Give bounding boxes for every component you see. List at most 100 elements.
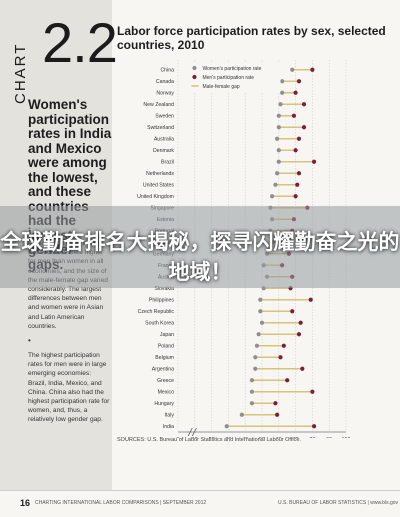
men-point — [298, 320, 303, 325]
footer-source-link[interactable]: U.S. BUREAU OF LABOR STATISTICS | www.bl… — [278, 500, 399, 506]
axis-break-mark — [191, 427, 197, 437]
chart-number: 2.2 — [42, 11, 118, 74]
country-label: United States — [143, 183, 175, 189]
page-footer: 16 CHARTING INTERNATIONAL LABOR COMPARIS… — [0, 490, 400, 517]
country-label: Mexico — [158, 390, 175, 396]
country-label: Philippines — [149, 298, 174, 304]
country-label: Poland — [158, 344, 174, 350]
women-point — [256, 332, 261, 337]
men-point — [301, 102, 307, 107]
country-label: Denmark — [153, 148, 174, 154]
country-label: South Korea — [145, 321, 174, 327]
men-point — [308, 297, 313, 302]
women-point — [280, 79, 285, 84]
legend-label: Men's participation rate — [202, 75, 254, 81]
women-point — [273, 182, 278, 187]
women-point — [224, 424, 229, 429]
x-tick-label: 20 — [209, 437, 215, 438]
women-point — [280, 90, 285, 95]
men-point — [295, 182, 300, 187]
chart-label: CHART — [12, 42, 29, 104]
women-point — [276, 125, 281, 130]
women-point — [253, 366, 258, 371]
country-label: Australia — [154, 137, 174, 143]
men-point — [310, 67, 315, 72]
men-point — [285, 378, 290, 383]
women-point — [276, 159, 281, 164]
women-point — [269, 194, 275, 199]
country-label: New Zealand — [143, 102, 174, 108]
country-label: Netherlands — [146, 171, 174, 177]
men-point — [293, 148, 298, 153]
women-point — [276, 148, 281, 153]
women-point — [249, 389, 255, 394]
men-point — [300, 366, 305, 371]
country-label: Switzerland — [147, 125, 174, 131]
x-tick-label: 40 — [242, 437, 248, 438]
axis-break-mark — [187, 427, 193, 437]
country-label: China — [160, 68, 174, 74]
men-point — [275, 412, 280, 417]
banner-title: 全球勤奋排名大揭秘，探寻闪耀勤奋之光的地域！ — [0, 231, 400, 284]
sources-note: SOURCES: U.S. Bureau of Labor Statistics… — [117, 437, 301, 443]
x-tick-label: 80 — [310, 437, 316, 438]
country-label: Czech Republic — [138, 309, 175, 315]
page-number: 16 — [20, 498, 31, 508]
legend-marker — [192, 74, 197, 80]
x-tick-label: 0 — [177, 437, 180, 438]
men-point — [291, 113, 297, 118]
men-point — [310, 389, 315, 394]
x-tick-label: 60 — [276, 437, 282, 438]
x-tick-label: 100 — [342, 437, 351, 438]
x-tick-label: 90 — [326, 437, 332, 438]
women-point — [239, 412, 244, 417]
country-label: Hungary — [154, 401, 174, 407]
women-point — [276, 113, 281, 118]
men-point — [301, 125, 307, 130]
men-point — [278, 355, 283, 360]
overlay-banner — [0, 206, 400, 288]
women-point — [275, 136, 280, 141]
men-point — [296, 79, 302, 84]
country-label: Sweden — [155, 114, 174, 120]
women-point — [290, 67, 295, 72]
x-tick-label: 10 — [192, 437, 198, 438]
country-label: Belgium — [155, 355, 174, 361]
country-label: Greece — [157, 378, 174, 384]
legend-label: Male-female gap — [202, 84, 239, 90]
men-point — [290, 309, 295, 314]
country-label: Brazil — [161, 160, 174, 166]
country-label: Argentina — [152, 367, 174, 373]
men-point — [293, 90, 298, 95]
legend-box — [188, 62, 281, 92]
x-tick-label: 30 — [226, 437, 232, 438]
men-point — [293, 194, 298, 199]
x-tick-label: 70 — [293, 437, 299, 438]
country-label: Slovakia — [154, 286, 174, 292]
women-point — [253, 355, 258, 360]
women-point — [259, 320, 265, 325]
country-label: Japan — [160, 332, 174, 338]
women-point — [249, 401, 255, 406]
legend-label: Women's participation rate — [202, 66, 261, 72]
women-point — [278, 102, 283, 107]
country-label: India — [163, 424, 174, 430]
x-tick-label: 50 — [259, 437, 265, 438]
women-point — [254, 343, 260, 348]
country-label: Norway — [156, 91, 174, 97]
chart-title: Labor force participation rates by sex, … — [117, 24, 386, 52]
men-point — [273, 401, 278, 406]
country-label: Italy — [164, 413, 174, 419]
women-point — [258, 309, 263, 314]
men-point — [296, 171, 302, 176]
paragraph-2: The highest participation rates for men … — [28, 352, 110, 424]
women-point — [275, 171, 280, 176]
country-label: Canada — [156, 79, 174, 85]
country-label: United Kingdom — [137, 194, 174, 200]
bullet-icon: • — [28, 336, 31, 346]
footer-publication: CHARTING INTERNATIONAL LABOR COMPARISONS… — [35, 500, 207, 506]
men-point — [281, 343, 286, 348]
men-point — [296, 136, 302, 141]
men-point — [296, 332, 302, 337]
